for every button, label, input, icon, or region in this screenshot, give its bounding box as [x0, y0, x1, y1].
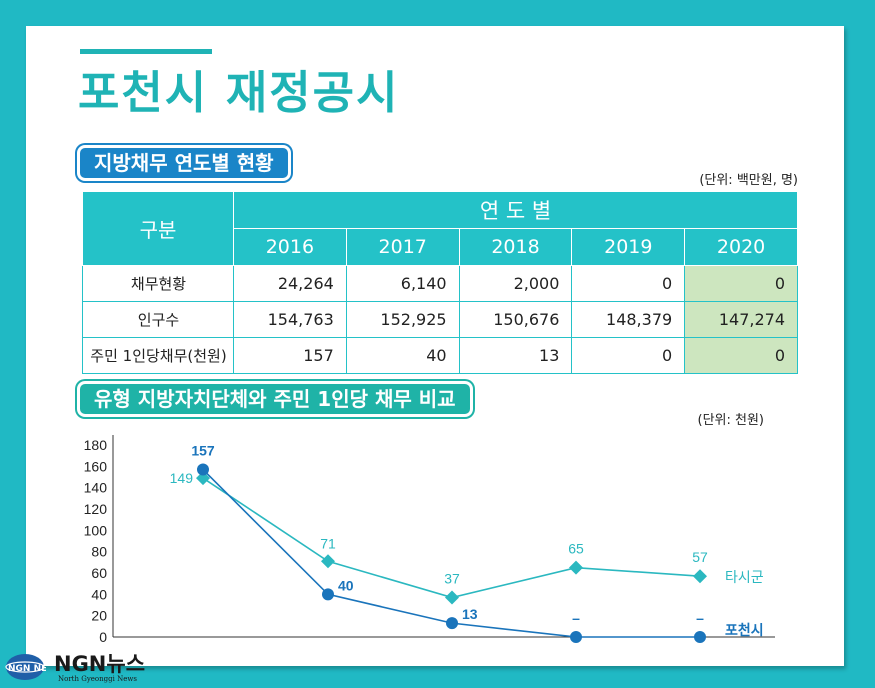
data-point-circle	[694, 631, 706, 643]
y-tick-label: 60	[91, 565, 107, 581]
data-point-circle	[446, 617, 458, 630]
y-tick-label: 160	[84, 458, 108, 474]
year-header: 2019	[571, 228, 686, 266]
table-cell: 40	[345, 337, 460, 374]
row-label: 채무현황	[82, 265, 234, 302]
data-point-diamond	[196, 471, 210, 486]
table-cell: 154,763	[233, 301, 347, 338]
data-label: 157	[191, 443, 215, 459]
table-unit-note: (단위: 백만원, 명)	[699, 173, 798, 188]
table-cell: 0	[571, 337, 685, 374]
series-name-label: 타시군	[725, 570, 764, 586]
table-group-header: 연 도 별	[233, 191, 798, 229]
data-label: –	[696, 610, 704, 626]
ngn-globe-icon: NGN NEWS	[5, 654, 46, 680]
y-tick-label: 80	[91, 544, 107, 560]
debt-table: 구분 연 도 별 2016 2017 2018 2019 2020 채무현황 2…	[82, 191, 798, 374]
data-label: 13	[462, 606, 478, 622]
table-cell: 2,000	[458, 265, 572, 302]
series-name-label: 포천시	[725, 623, 764, 639]
table-row: 인구수 154,763 152,925 150,676 148,379 147,…	[82, 301, 798, 338]
data-label: 40	[338, 577, 354, 593]
data-point-diamond	[693, 569, 707, 584]
data-point-diamond	[569, 560, 583, 575]
table-cell-highlight: 0	[684, 337, 798, 374]
table-row: 주민 1인당채무(천원) 157 40 13 0 0	[82, 337, 798, 374]
data-label: 57	[692, 549, 708, 565]
year-header: 2018	[458, 228, 573, 266]
y-tick-label: 120	[84, 501, 108, 517]
infographic-card: 포천시 재정공시 지방채무 연도별 현황 (단위: 백만원, 명) 구분 연 도…	[26, 26, 844, 666]
y-tick-label: 0	[99, 629, 107, 645]
table-cell-highlight: 0	[684, 265, 798, 302]
table-cell: 6,140	[345, 265, 460, 302]
y-tick-label: 180	[84, 437, 108, 453]
section-debt-label: 지방채무 연도별 현황	[80, 148, 288, 178]
y-tick-label: 40	[91, 586, 107, 602]
year-header: 2020	[684, 228, 798, 266]
data-label: 71	[320, 535, 336, 551]
table-cell: 152,925	[345, 301, 460, 338]
table-cell: 13	[458, 337, 572, 374]
series-line-pocheon	[202, 468, 700, 638]
page-title: 포천시 재정공시	[78, 66, 400, 119]
data-label: 37	[444, 571, 460, 587]
data-label: –	[572, 610, 580, 626]
section-comparison-label: 유형 지방자치단체와 주민 1인당 채무 비교	[80, 384, 470, 414]
logo-mark-text: NGN NEWS	[8, 664, 46, 674]
y-tick-label: 140	[84, 480, 108, 496]
chart-unit-note: (단위: 천원)	[697, 413, 765, 428]
logo-subtext: North Gyeonggi News	[58, 675, 137, 683]
data-point-circle	[197, 463, 209, 476]
table-row: 채무현황 24,264 6,140 2,000 0 0	[82, 265, 798, 302]
table-cell: 157	[233, 337, 347, 374]
logo-text: NGN뉴스	[54, 652, 146, 676]
year-header: 2016	[233, 228, 347, 266]
table-corner-header: 구분	[82, 191, 234, 266]
y-tick-label: 20	[91, 608, 107, 624]
title-accent-bar	[80, 49, 212, 54]
table-cell: 24,264	[233, 265, 347, 302]
row-label: 주민 1인당채무(천원)	[82, 337, 234, 374]
ngn-logo: NGN NEWS NGN뉴스 North Gyeonggi News	[4, 648, 164, 686]
data-point-circle	[322, 588, 334, 601]
y-tick-label: 100	[84, 522, 108, 538]
data-label: 149	[170, 470, 194, 486]
data-point-circle	[570, 631, 582, 643]
year-header: 2017	[345, 228, 460, 266]
data-label: 65	[568, 541, 584, 557]
data-point-diamond	[445, 590, 459, 605]
data-point-diamond	[321, 554, 335, 569]
